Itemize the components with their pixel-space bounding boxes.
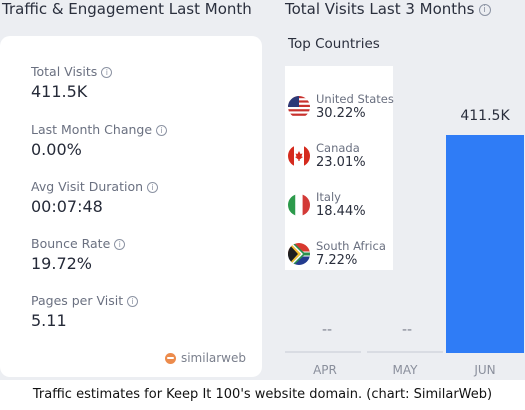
metric-value: 19.72% (31, 254, 93, 273)
metric-pages-per-visit: Pages per Visit i 5.11 (31, 293, 139, 330)
country-share: 18.44% (316, 204, 366, 220)
country-share: 7.22% (316, 253, 358, 269)
metric-avg-visit-duration: Avg Visit Duration i 00:07:48 (31, 179, 159, 216)
country-item[interactable]: South Africa 7.22% (288, 239, 386, 270)
us-flag-icon (288, 96, 310, 119)
country-share: 30.22% (316, 106, 366, 122)
x-tick-jun: JUN (474, 363, 496, 377)
top-countries-panel: Top Countries United States 30.22% (285, 30, 394, 270)
metric-label-text: Avg Visit Duration (31, 179, 144, 194)
bar-jun[interactable] (446, 135, 524, 353)
similarweb-logo-icon (164, 352, 176, 364)
info-icon[interactable]: i (147, 182, 159, 193)
info-icon[interactable]: i (101, 67, 113, 78)
metric-label: Last Month Change i (31, 122, 168, 137)
canada-flag-icon (288, 145, 310, 168)
metrics-card: Total Visits i 411.5K Last Month Change i … (0, 36, 262, 377)
metric-value: 411.5K (31, 82, 88, 101)
similarweb-logo: similarweb (164, 351, 246, 365)
metric-label: Pages per Visit i (31, 293, 139, 308)
country-name: United States (316, 92, 394, 106)
country-item[interactable]: Italy 18.44% (288, 190, 366, 221)
metric-value: 5.11 (31, 311, 67, 330)
total-visits-title: Total Visits Last 3 Months (285, 0, 475, 18)
info-icon[interactable]: i (478, 3, 491, 16)
baseline-apr (285, 351, 361, 353)
metric-last-month-change: Last Month Change i 0.00% (31, 122, 168, 159)
south-africa-flag-icon (288, 243, 310, 266)
data-label-may: -- (401, 322, 413, 338)
italy-flag-icon (288, 194, 310, 217)
metric-label: Bounce Rate i (31, 236, 126, 251)
metric-label-text: Last Month Change (31, 122, 153, 137)
metric-label: Avg Visit Duration i (31, 179, 159, 194)
metric-label-text: Bounce Rate (31, 236, 111, 251)
figure-caption: Traffic estimates for Keep It 100's webs… (32, 387, 493, 402)
metric-value: 00:07:48 (31, 197, 103, 216)
metric-label: Total Visits i (31, 64, 113, 79)
info-icon[interactable]: i (156, 125, 168, 136)
similarweb-logo-text: similarweb (180, 351, 246, 365)
x-tick-may: MAY (392, 363, 418, 377)
data-label-jun: 411.5K (460, 108, 510, 124)
metric-value: 0.00% (31, 140, 82, 159)
top-countries-title: Top Countries (285, 30, 393, 66)
country-name: Canada (316, 141, 360, 155)
info-icon[interactable]: i (127, 296, 139, 307)
x-tick-apr: APR (313, 363, 337, 377)
metric-bounce-rate: Bounce Rate i 19.72% (31, 236, 126, 273)
traffic-engagement-title: Traffic & Engagement Last Month (2, 0, 252, 18)
info-icon[interactable]: i (114, 239, 126, 250)
total-visits-heading: Total Visits Last 3 Months i (285, 0, 491, 18)
traffic-engagement-heading: Traffic & Engagement Last Month (2, 0, 252, 18)
dashboard-panel: Traffic & Engagement Last Month Total Vi… (0, 0, 525, 380)
country-item[interactable]: United States 30.22% (288, 92, 394, 123)
country-name: Italy (316, 190, 341, 204)
country-name: South Africa (316, 239, 386, 253)
country-item[interactable]: Canada 23.01% (288, 141, 366, 172)
visits-bar-chart: -- -- 411.5K APR MAY JUN (285, 30, 525, 380)
metric-total-visits: Total Visits i 411.5K (31, 64, 113, 101)
country-share: 23.01% (316, 155, 366, 171)
metric-label-text: Pages per Visit (31, 293, 124, 308)
metric-label-text: Total Visits (31, 64, 98, 79)
baseline-may (367, 351, 443, 353)
data-label-apr: -- (321, 322, 333, 338)
